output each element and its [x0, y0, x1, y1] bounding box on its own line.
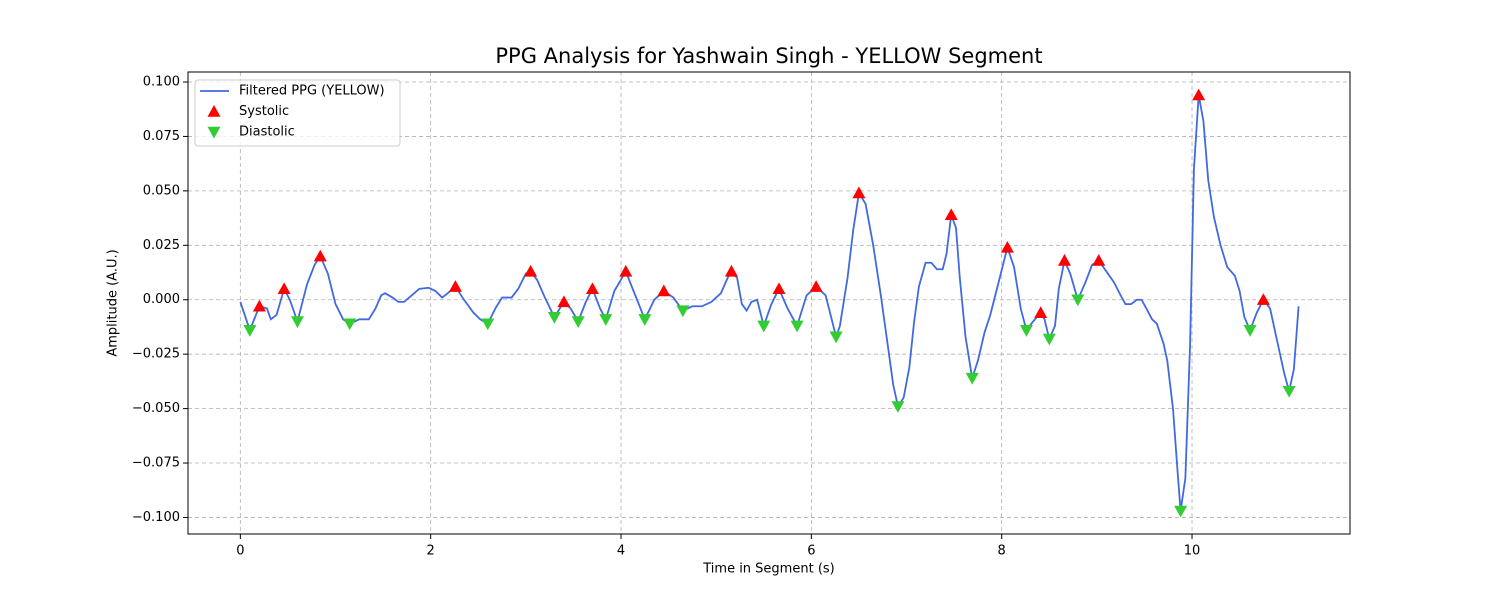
diastolic-marker — [1243, 325, 1257, 337]
x-tick-label: 6 — [807, 544, 815, 559]
diastolic-marker — [1282, 385, 1296, 398]
y-axis-label: Amplitude (A.U.) — [106, 249, 121, 356]
x-axis-label: Time in Segment (s) — [702, 562, 834, 577]
x-tick-label: 10 — [1184, 544, 1201, 559]
systolic-marker — [277, 282, 291, 295]
systolic-marker — [852, 186, 866, 199]
diastolic-marker — [1071, 294, 1085, 307]
y-tick-label: −0.075 — [132, 456, 180, 471]
y-tick-label: 0.075 — [143, 129, 180, 144]
x-tick-label: 4 — [617, 544, 625, 559]
diastolic-marker — [1019, 325, 1033, 337]
legend-box — [194, 79, 401, 147]
plot-frame — [187, 71, 1351, 535]
legend-swatch — [207, 126, 221, 139]
systolic-marker — [724, 264, 738, 277]
x-tick-label: 8 — [998, 544, 1006, 559]
systolic-marker — [772, 282, 786, 295]
diastolic-marker — [676, 305, 690, 318]
diastolic-marker — [1042, 333, 1056, 346]
systolic-marker — [809, 280, 823, 292]
systolic-marker — [1092, 254, 1106, 266]
y-tick-label: −0.025 — [132, 347, 180, 362]
systolic-marker — [1000, 240, 1014, 253]
diastolic-marker — [243, 325, 257, 337]
chart-title: PPG Analysis for Yashwain Singh - YELLOW… — [495, 44, 1042, 68]
y-tick-label: 0.100 — [143, 75, 180, 90]
diastolic-marker — [599, 314, 613, 326]
y-tick-label: 0.025 — [143, 238, 180, 253]
y-tick-label: −0.100 — [132, 510, 180, 525]
systolic-marker — [944, 208, 958, 221]
y-tick-label: −0.050 — [132, 401, 180, 416]
systolic-marker — [585, 282, 599, 295]
systolic-marker — [313, 249, 327, 262]
x-tick-label: 2 — [427, 544, 435, 559]
legend-swatch — [207, 105, 221, 117]
systolic-marker — [1057, 254, 1071, 266]
diastolic-marker — [790, 320, 804, 333]
systolic-marker — [1192, 88, 1206, 101]
diastolic-marker — [829, 331, 843, 344]
diastolic-marker — [891, 401, 905, 413]
y-tick-label: 0.050 — [143, 183, 180, 198]
systolic-marker — [657, 284, 671, 297]
x-tick-label: 0 — [236, 544, 244, 559]
systolic-marker — [524, 264, 538, 277]
diastolic-marker — [547, 311, 561, 324]
diastolic-marker — [757, 320, 771, 333]
diastolic-marker — [965, 372, 979, 385]
legend-label: Diastolic — [239, 125, 295, 140]
legend-label: Filtered PPG (YELLOW) — [239, 84, 385, 99]
systolic-marker — [619, 264, 633, 277]
diastolic-marker — [638, 314, 652, 326]
diastolic-marker — [343, 318, 357, 331]
diastolic-marker — [571, 316, 585, 329]
systolic-marker — [557, 295, 571, 308]
diastolic-marker — [290, 316, 304, 329]
systolic-marker — [1034, 306, 1048, 318]
systolic-marker — [252, 299, 266, 312]
diastolic-marker — [481, 318, 495, 331]
systolic-marker — [448, 280, 462, 292]
systolic-marker — [1256, 293, 1270, 305]
ppg-line — [239, 94, 1300, 512]
diastolic-marker — [1174, 505, 1188, 518]
y-tick-label: 0.000 — [143, 292, 180, 307]
legend-label: Systolic — [239, 104, 289, 119]
